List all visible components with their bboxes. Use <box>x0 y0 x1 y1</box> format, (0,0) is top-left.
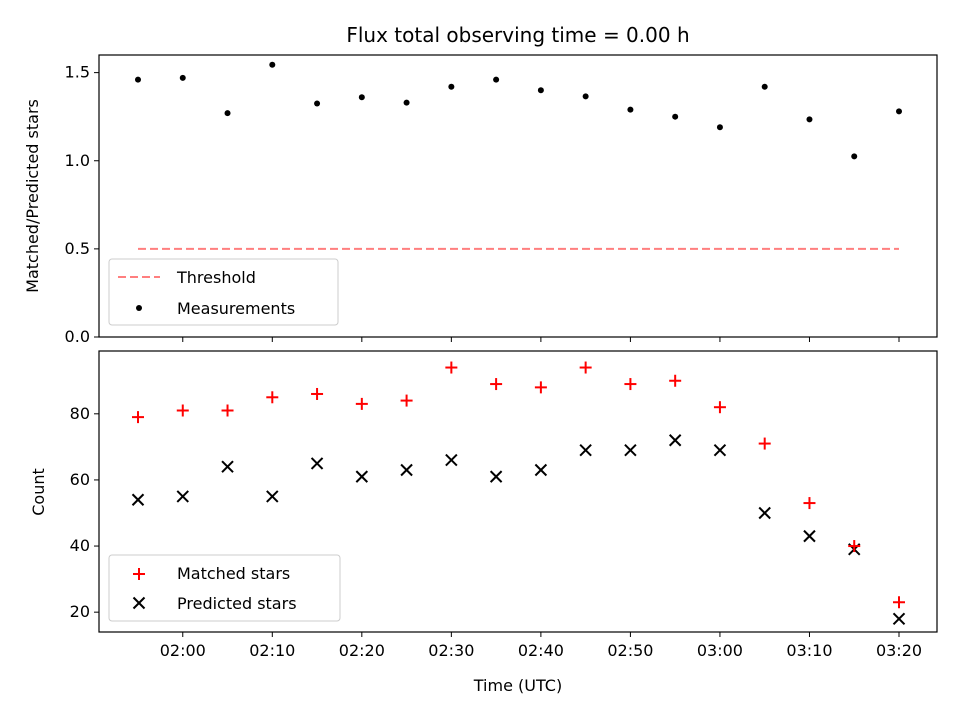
predicted-point <box>131 493 145 506</box>
predicted-point <box>624 443 637 457</box>
predicted-point <box>489 470 503 483</box>
matched-point <box>266 391 279 404</box>
bottom-legend: Matched stars Predicted stars <box>108 554 341 622</box>
top-legend: Threshold Measurements <box>108 258 339 326</box>
measurement-point <box>806 116 813 123</box>
predicted-point <box>266 490 279 503</box>
legend-threshold-label: Threshold <box>176 268 256 287</box>
predicted-point <box>310 457 324 470</box>
predicted-point <box>445 453 458 467</box>
x-tick-label: 03:10 <box>786 641 832 660</box>
top-axes-frame <box>98 54 938 338</box>
x-tick-label: 02:10 <box>249 641 295 660</box>
measurement-point <box>314 100 321 107</box>
predicted-point <box>668 434 682 447</box>
predicted-point <box>758 506 771 520</box>
predicted-point <box>713 443 727 457</box>
measurement-point <box>403 99 410 106</box>
top-panel: 0.0 0.5 1.0 1.5 Threshold Measurements <box>65 54 938 346</box>
matched-point <box>713 401 726 414</box>
measurement-point <box>582 93 589 100</box>
legend-matched-swatch <box>133 568 145 580</box>
measurement-point <box>851 153 858 160</box>
top-y-tick-label: 1.0 <box>65 151 90 170</box>
x-tick-label: 02:50 <box>607 641 653 660</box>
x-axis-label: Time (UTC) <box>473 676 562 695</box>
bottom-y-tick-label: 20 <box>70 602 90 621</box>
measurement-point <box>537 87 544 94</box>
measurement-point <box>269 61 276 68</box>
predicted-point <box>355 470 369 483</box>
predicted-point <box>579 443 592 457</box>
matched-point <box>311 387 324 400</box>
predicted-point <box>803 529 816 543</box>
matched-point <box>893 596 905 609</box>
bottom-legend-box <box>108 554 341 622</box>
matched-point <box>132 411 144 424</box>
x-tick-label: 02:30 <box>428 641 474 660</box>
matched-point <box>848 540 861 553</box>
legend-matched-label: Matched stars <box>177 564 290 583</box>
matched-point <box>758 437 771 450</box>
top-y-tick-label: 0.0 <box>65 327 90 346</box>
matched-point <box>490 378 503 391</box>
bottom-axes-frame <box>98 350 938 633</box>
measurement-point <box>358 94 365 101</box>
top-y-axis-label: Matched/Predicted stars <box>23 99 42 293</box>
top-y-tick-label: 1.5 <box>65 63 90 82</box>
matched-point <box>669 374 682 387</box>
legend-predicted-label: Predicted stars <box>177 594 297 613</box>
x-tick-label: 02:40 <box>518 641 564 660</box>
measurement-point <box>716 124 723 131</box>
legend-measurements-label: Measurements <box>177 299 295 318</box>
legend-predicted-swatch <box>132 596 146 610</box>
matched-point <box>400 394 413 407</box>
predicted-point <box>221 460 234 473</box>
matched-point <box>445 361 458 374</box>
matched-point <box>221 404 234 417</box>
matched-point <box>624 378 637 391</box>
x-tick-label: 03:00 <box>697 641 743 660</box>
predicted-point <box>400 463 413 477</box>
bottom-y-tick-label: 40 <box>70 536 90 555</box>
x-tick-label: 03:20 <box>876 641 922 660</box>
measurement-point <box>448 83 455 90</box>
matched-point <box>355 397 368 410</box>
measurement-point <box>224 110 231 117</box>
predicted-point <box>534 463 548 477</box>
top-y-tick-label: 0.5 <box>65 239 90 258</box>
measurement-point <box>896 108 902 115</box>
bottom-y-tick-label: 60 <box>70 470 90 489</box>
measurement-point <box>627 106 634 113</box>
chart-title: Flux total observing time = 0.00 h <box>346 23 689 47</box>
predicted-point <box>892 612 906 625</box>
bottom-panel: 20 40 60 80 02:00 02:10 02:20 02:30 02:40 02:50 03… <box>70 350 938 660</box>
measurement-point <box>493 76 500 83</box>
matched-point <box>803 497 816 510</box>
predicted-point <box>176 490 189 503</box>
legend-measurements-swatch <box>136 305 142 311</box>
top-legend-box <box>108 258 339 326</box>
measurement-point <box>179 74 186 81</box>
x-tick-label: 02:00 <box>160 641 206 660</box>
matched-point <box>176 404 189 417</box>
measurement-point <box>672 113 679 120</box>
bottom-y-tick-label: 80 <box>70 404 90 423</box>
matched-point <box>579 361 592 374</box>
measurement-point <box>135 76 141 83</box>
measurement-point <box>761 83 768 90</box>
x-tick-label: 02:20 <box>339 641 385 660</box>
bottom-y-axis-label: Count <box>29 468 48 516</box>
matched-point <box>534 381 547 394</box>
